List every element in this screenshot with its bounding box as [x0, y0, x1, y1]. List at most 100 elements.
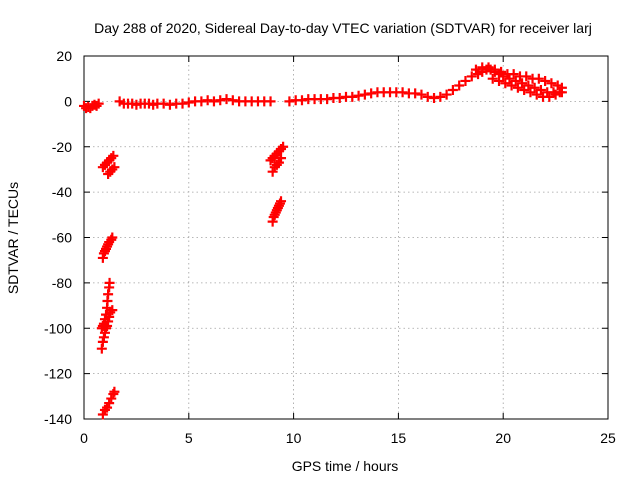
data-point [531, 89, 542, 100]
data-point [104, 398, 115, 409]
data-point [466, 71, 477, 82]
data-point [429, 92, 440, 103]
series-seg-j [267, 196, 287, 227]
y-tick-label: -100 [44, 320, 72, 336]
y-tick-label: 20 [56, 48, 72, 64]
data-point [196, 96, 207, 107]
data-point [435, 91, 446, 102]
data-point [454, 80, 465, 91]
data-point [544, 91, 555, 102]
series-seg-i [265, 141, 289, 166]
data-point [410, 88, 421, 99]
data-point [397, 87, 408, 98]
data-point [525, 87, 536, 98]
series-main [79, 98, 104, 114]
data-point [227, 95, 238, 106]
data-point [296, 95, 307, 106]
x-tick-label: 10 [286, 430, 302, 446]
data-point [353, 90, 364, 101]
data-point [489, 64, 500, 75]
x-tick-label: 15 [391, 430, 407, 446]
x-tick-label: 20 [495, 430, 511, 446]
data-point [487, 73, 498, 84]
data-point [347, 91, 358, 102]
series-main-5 [487, 73, 567, 102]
data-point [366, 88, 377, 99]
data-point [164, 99, 175, 110]
data-point [546, 78, 557, 89]
data-point [284, 96, 295, 107]
data-point [460, 75, 471, 86]
y-tick-label: -120 [44, 366, 72, 382]
data-point [533, 73, 544, 84]
y-tick-label: -140 [44, 411, 72, 427]
data-point [521, 71, 532, 82]
data-point [93, 98, 104, 109]
data-point [98, 318, 109, 329]
data-point [202, 95, 213, 106]
data-point [506, 80, 517, 91]
y-axis-label: SDTVAR / TECUs [5, 182, 21, 294]
y-tick-label: -60 [52, 230, 72, 246]
plot-frame [83, 55, 609, 420]
data-point [334, 92, 345, 103]
series-seg-e [96, 305, 118, 354]
series-seg-a [97, 150, 119, 173]
x-axis-label: GPS time / hours [292, 458, 399, 474]
data-point [512, 82, 523, 93]
data-point [508, 69, 519, 80]
y-tick-label: 0 [64, 93, 72, 109]
data-point [447, 85, 458, 96]
data-point [416, 89, 427, 100]
y-tick-label: -20 [52, 139, 72, 155]
data-point [322, 94, 333, 105]
data-point [106, 393, 117, 404]
data-point [104, 277, 115, 288]
data-point [540, 75, 551, 86]
data-point [109, 162, 120, 173]
points-layer [79, 62, 567, 420]
data-point [215, 95, 226, 106]
data-point [107, 232, 118, 243]
series-main-4 [470, 62, 567, 93]
x-tick-label: 5 [185, 430, 193, 446]
series-main-2 [114, 94, 276, 110]
data-point [359, 89, 370, 100]
data-point [550, 89, 561, 100]
data-point [494, 75, 505, 86]
data-point [273, 157, 284, 168]
series-seg-b [103, 162, 120, 179]
data-point [483, 62, 494, 73]
y-tick-label: -80 [52, 275, 72, 291]
data-point [267, 166, 278, 177]
data-point [422, 91, 433, 102]
data-point [496, 66, 507, 77]
data-point [441, 89, 452, 100]
data-point [470, 64, 481, 75]
data-point [158, 98, 169, 109]
series-main-3 [284, 64, 565, 107]
grid-layer [84, 56, 608, 419]
data-point [183, 97, 194, 108]
data-point [221, 94, 232, 105]
series-seg-f [96, 318, 109, 334]
tick-layer: -140 -120 -100 -80 -60 -40 -20 0 20 0 5 10 15 20 25 [44, 48, 616, 446]
data-point [97, 409, 108, 420]
data-point [278, 141, 289, 152]
data-point [102, 402, 113, 413]
data-point [109, 386, 120, 397]
data-point [500, 78, 511, 89]
data-point [177, 98, 188, 109]
data-point [556, 87, 567, 98]
x-tick-label: 0 [80, 430, 88, 446]
data-point [107, 305, 118, 316]
x-tick-label: 25 [600, 430, 616, 446]
y-tick-label: -40 [52, 184, 72, 200]
series-seg-g [97, 386, 120, 420]
data-point [208, 96, 219, 107]
data-point [519, 85, 530, 96]
chart-title: Day 288 of 2020, Sidereal Day-to-day VTE… [94, 20, 592, 36]
data-point [108, 150, 119, 161]
data-point [276, 196, 287, 207]
